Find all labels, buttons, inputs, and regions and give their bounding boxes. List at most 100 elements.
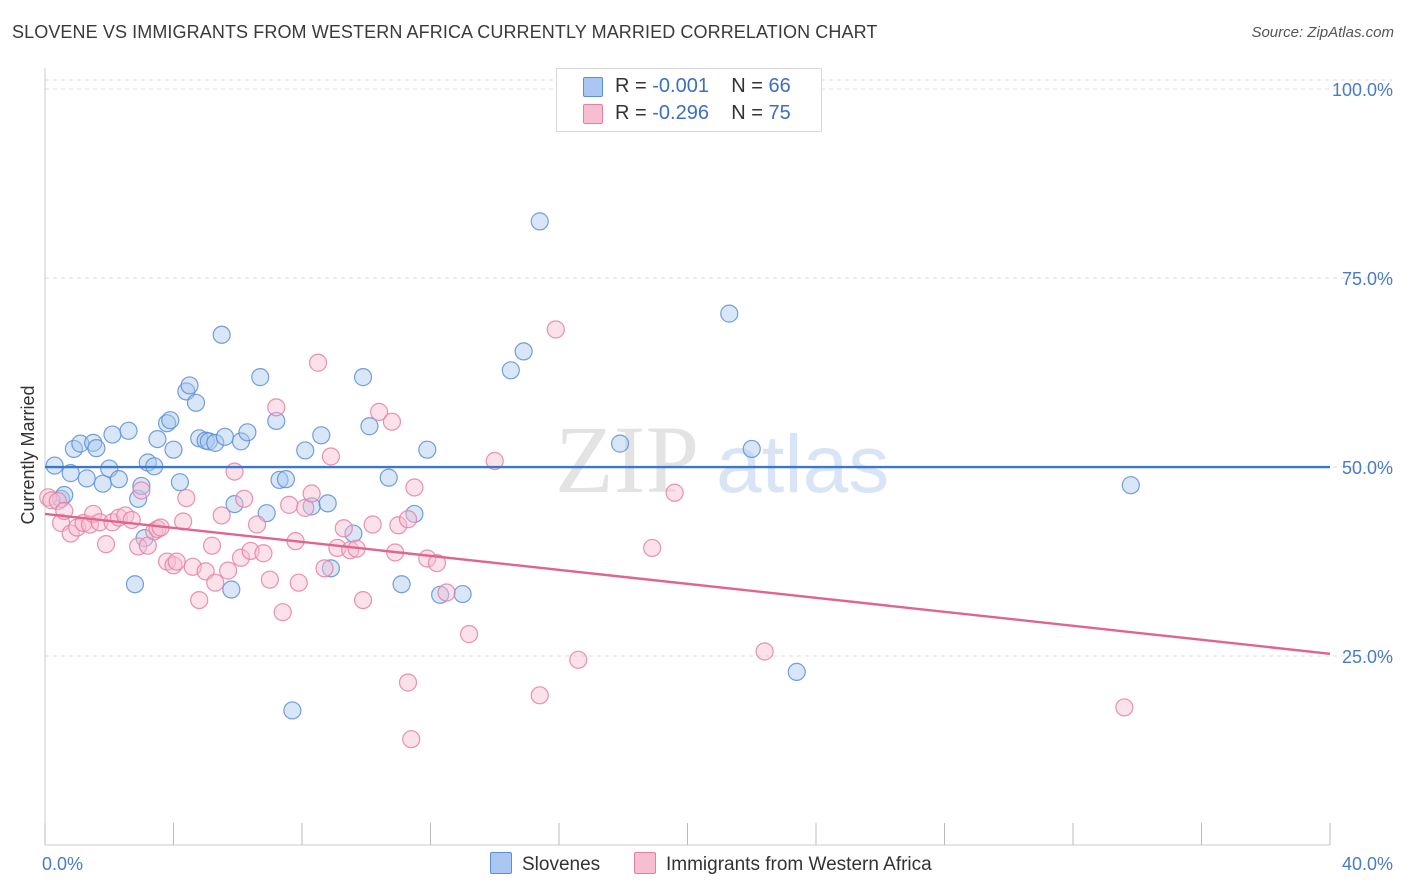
point-series1-65: [437, 583, 456, 602]
point-series1-71: [643, 538, 662, 558]
point-series1-38: [247, 515, 267, 534]
point-series0-46: [312, 426, 331, 445]
axes: [44, 68, 1331, 846]
point-series0-11: [103, 425, 122, 444]
point-series0-38: [251, 368, 270, 387]
watermark-atlas: atlas: [716, 419, 889, 510]
y-tick-label-100: 100.0%: [1332, 80, 1393, 100]
legend-swatch-slovenes: [583, 77, 603, 97]
chart-title: SLOVENE VS IMMIGRANTS FROM WESTERN AFRIC…: [12, 22, 878, 42]
point-series0-9: [93, 474, 112, 493]
point-series0-3: [61, 464, 80, 483]
point-series1-26: [177, 488, 196, 508]
point-series0-52: [379, 468, 398, 487]
y-axis-title: Currently Married: [18, 385, 38, 524]
y-tick-label-75: 75.0%: [1342, 269, 1393, 289]
point-series0-14: [125, 575, 145, 594]
point-series0-37: [238, 423, 257, 442]
point-series0-6: [77, 469, 96, 488]
grid-lines: [45, 79, 1392, 657]
point-series1-76: [402, 730, 421, 749]
point-series1-69: [546, 320, 565, 339]
point-series0-61: [610, 434, 630, 453]
point-series0-21: [157, 414, 177, 433]
point-series0-13: [119, 421, 138, 440]
point-series1-39: [254, 544, 273, 563]
point-series1-32: [212, 506, 231, 525]
point-series0-22: [161, 411, 180, 430]
point-series1-75: [398, 673, 418, 692]
bottom-legend-label-western-africa: Immigrants from Western Africa: [666, 854, 932, 875]
point-series1-57: [370, 402, 389, 421]
y-tick-labels: 25.0% 50.0% 75.0% 100.0%: [1332, 80, 1393, 667]
point-series0-12: [109, 470, 128, 489]
point-series0-35: [225, 494, 244, 514]
source-label: Source: ZipAtlas.com: [1251, 24, 1394, 41]
point-series0-48: [321, 559, 341, 578]
stats-legend: R = -0.001 N = 66 R = -0.296 N = 75: [556, 68, 822, 132]
point-series0-27: [186, 393, 206, 412]
point-series1-31: [206, 573, 225, 592]
point-series1-16: [129, 537, 148, 556]
point-series1-24: [167, 552, 186, 571]
point-series1-50: [321, 447, 341, 466]
point-series1-2: [48, 491, 67, 511]
x-tick-labels: 0.0% 40.0%: [42, 854, 1393, 874]
point-series0-36: [231, 432, 251, 451]
point-series0-26: [180, 376, 199, 395]
bottom-legend-label-slovenes: Slovenes: [522, 854, 601, 875]
point-series1-61: [398, 510, 418, 529]
point-series0-44: [296, 441, 315, 460]
point-series0-34: [222, 580, 241, 599]
y-tick-label-50: 50.0%: [1342, 458, 1393, 478]
watermark-zip: ZIP: [555, 406, 699, 513]
point-series0-16: [132, 476, 151, 496]
trend-lines: [44, 465, 1331, 655]
point-series1-49: [315, 559, 334, 578]
point-series1-1: [42, 491, 61, 510]
point-series1-15: [122, 510, 141, 530]
point-series1-70: [569, 650, 588, 669]
point-series1-30: [202, 536, 222, 555]
point-series1-62: [405, 478, 424, 497]
point-series0-58: [501, 361, 520, 380]
point-series0-40: [267, 411, 286, 431]
point-series0-32: [212, 325, 231, 344]
point-series0-33: [215, 427, 234, 446]
point-series1-48: [308, 353, 328, 372]
point-series0-0: [45, 456, 64, 475]
point-series1-74: [1115, 698, 1134, 717]
trend-line-series1: [44, 512, 1331, 655]
point-series0-43: [283, 701, 302, 720]
point-series0-42: [276, 470, 296, 489]
point-series0-57: [453, 584, 472, 604]
point-series1-58: [382, 412, 402, 431]
point-series1-73: [755, 642, 774, 661]
point-series1-34: [225, 462, 244, 481]
point-series0-51: [360, 417, 379, 436]
bottom-legend-swatch-western-africa: [634, 852, 656, 874]
point-series1-56: [363, 515, 382, 534]
legend-swatch-western-africa: [583, 104, 603, 124]
point-series1-28: [190, 590, 209, 610]
point-series1-52: [334, 519, 353, 538]
point-series1-35: [231, 548, 251, 567]
bottom-legend-swatch-slovenes: [490, 852, 512, 874]
x-tick-label-max: 40.0%: [1342, 854, 1393, 874]
point-series1-17: [132, 481, 151, 500]
point-series1-33: [219, 561, 238, 580]
point-series0-7: [84, 433, 103, 452]
point-series1-36: [235, 489, 254, 508]
bottom-legend-slovenes: Slovenes: [490, 852, 600, 876]
point-series1-66: [459, 625, 479, 644]
x-tick-label-min: 0.0%: [42, 854, 83, 874]
legend-text-western-africa: R = -0.296 N = 75: [615, 102, 791, 124]
point-series0-50: [353, 368, 373, 387]
point-series1-0: [39, 488, 58, 507]
point-series0-47: [318, 494, 337, 513]
point-series0-53: [392, 575, 411, 594]
y-tick-label-25: 25.0%: [1342, 647, 1393, 667]
point-series1-11: [96, 535, 116, 554]
point-series0-23: [164, 440, 183, 459]
